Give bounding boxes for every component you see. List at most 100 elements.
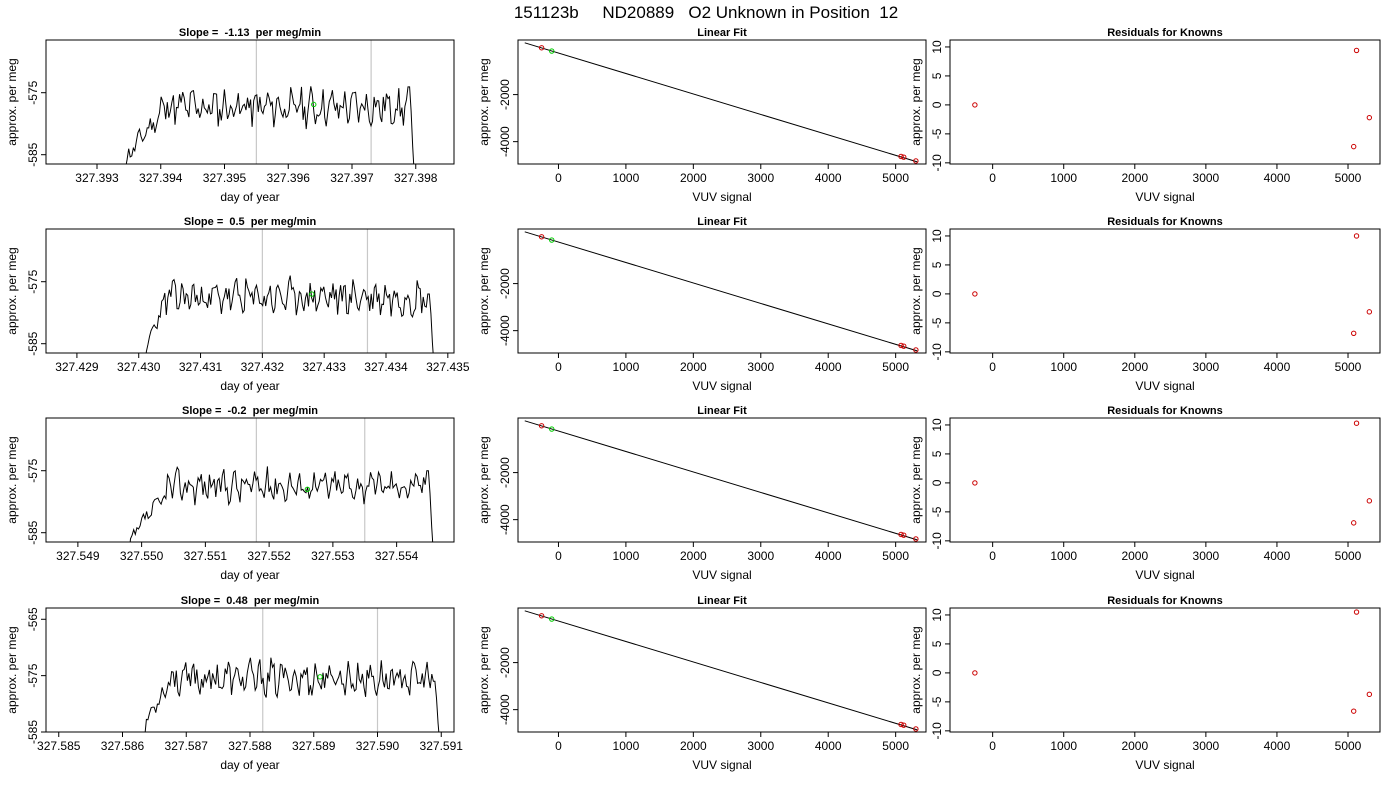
x-tick-label: 327.549	[56, 549, 100, 563]
x-tick-label: 1000	[613, 360, 640, 374]
known-point	[1366, 691, 1373, 698]
y-tick-label: 5	[930, 261, 944, 268]
x-tick-label: 0	[989, 739, 996, 753]
y-tick-label: -10	[930, 532, 944, 550]
x-tick-label: 327.432	[241, 360, 285, 374]
y-axis-label: approx. per meg	[909, 626, 923, 713]
y-tick-label: -4000	[498, 315, 512, 346]
y-axis-label: approx. per meg	[909, 247, 923, 334]
y-tick-label: -5	[930, 317, 944, 328]
plot-frame	[949, 417, 1381, 543]
x-tick-label: 327.550	[120, 549, 164, 563]
plot-frame	[517, 39, 927, 165]
x-tick-label: 2000	[1121, 739, 1148, 753]
y-tick-label: 5	[930, 72, 944, 79]
x-tick-label: 0	[989, 171, 996, 185]
unknown-point	[549, 426, 555, 432]
x-tick-label: 327.552	[247, 549, 291, 563]
y-axis-label: approx. per meg	[909, 58, 923, 145]
x-tick-label: 1000	[613, 171, 640, 185]
known-point	[972, 480, 978, 486]
x-tick-label: 5000	[882, 549, 909, 563]
plot-area	[129, 418, 434, 542]
x-tick-label: 4000	[815, 549, 842, 563]
x-tick-label: 1000	[613, 549, 640, 563]
x-tick-label: 327.433	[302, 360, 346, 374]
panel-title: Linear Fit	[697, 27, 747, 39]
x-tick-label: 2000	[1121, 360, 1148, 374]
y-tick-label: 0	[930, 669, 944, 676]
panel-r3-c3: Residuals for Knowns VUV signal approx. pe…	[909, 405, 1381, 582]
panel-r2-c2: Linear Fit VUV signal approx. per meg 0 1000…	[477, 216, 927, 393]
plot-frame	[45, 39, 455, 165]
y-tick-label: 10	[930, 608, 944, 622]
y-tick-label: -2000	[498, 457, 512, 488]
x-tick-label: 327.588	[228, 739, 272, 753]
x-tick-label: 327.394	[139, 171, 183, 185]
x-tick-label: 2000	[680, 171, 707, 185]
unknown-point	[304, 486, 311, 492]
known-point	[972, 102, 978, 108]
x-tick-label: 4000	[1264, 549, 1291, 563]
known-point	[1353, 47, 1360, 54]
panel-r4-c3: Residuals for Knowns VUV signal approx. pe…	[909, 595, 1381, 772]
unknown-point	[311, 101, 317, 108]
plot-area	[524, 42, 919, 164]
x-tick-label: 327.435	[426, 360, 470, 374]
known-point	[1351, 708, 1357, 714]
plot-frame	[517, 607, 927, 733]
x-axis-label: day of year	[220, 190, 279, 204]
panel-title: Slope = 0.5 per meg/min	[184, 216, 317, 228]
plot-area	[972, 47, 1373, 150]
y-tick-label: -585	[26, 142, 40, 166]
x-tick-label: 5000	[1335, 171, 1362, 185]
x-tick-label: 327.396	[267, 171, 311, 185]
y-tick-label: 5	[930, 640, 944, 647]
x-tick-label: 5000	[882, 360, 909, 374]
x-tick-label: 327.434	[364, 360, 408, 374]
known-point	[1366, 309, 1373, 315]
x-tick-label: 3000	[747, 360, 774, 374]
y-axis-label: approx. per meg	[5, 58, 19, 145]
x-tick-label: 5000	[882, 739, 909, 753]
x-tick-label: 3000	[1193, 549, 1220, 563]
x-tick-label: 2000	[680, 739, 707, 753]
y-axis-label: approx. per meg	[5, 247, 19, 334]
x-tick-label: 0	[989, 549, 996, 563]
signal-trace	[142, 657, 440, 732]
known-point	[1351, 330, 1357, 336]
known-point	[901, 343, 907, 349]
known-point	[901, 722, 907, 728]
y-tick-label: 0	[930, 479, 944, 486]
x-tick-label: 4000	[815, 360, 842, 374]
x-tick-label: 327.395	[203, 171, 247, 185]
plot-area	[972, 420, 1373, 526]
panel-title: Residuals for Knowns	[1107, 405, 1223, 417]
x-tick-label: 0	[555, 171, 562, 185]
x-tick-label: 327.397	[330, 171, 374, 185]
x-tick-label: 0	[555, 360, 562, 374]
x-axis-label: VUV signal	[692, 379, 751, 393]
y-tick-label: -2000	[498, 647, 512, 678]
x-tick-label: 327.585	[37, 739, 81, 753]
panel-r2-c3: Residuals for Knowns VUV signal approx. pe…	[909, 216, 1381, 393]
known-point	[538, 234, 545, 240]
y-tick-label: -4000	[498, 694, 512, 725]
x-tick-label: 327.586	[101, 739, 145, 753]
y-tick-label: -585	[26, 520, 40, 544]
x-tick-label: 2000	[1121, 171, 1148, 185]
x-tick-label: 0	[555, 739, 562, 753]
x-tick-label: 2000	[680, 549, 707, 563]
x-tick-label: 5000	[882, 171, 909, 185]
panel-r1-c2: Linear Fit VUV signal approx. per meg 0 1000…	[477, 27, 927, 204]
x-tick-label: 1000	[1050, 739, 1077, 753]
y-tick-label: -10	[930, 343, 944, 361]
y-tick-label: -575	[26, 80, 40, 104]
known-point	[1351, 520, 1357, 526]
plot-area	[524, 610, 919, 732]
y-tick-label: -2000	[498, 79, 512, 110]
x-tick-label: 327.589	[292, 739, 336, 753]
known-point	[1353, 420, 1360, 426]
panel-r1-c1: Slope = -1.13 per meg/min day of year appr…	[5, 27, 455, 204]
plot-area	[125, 40, 415, 164]
